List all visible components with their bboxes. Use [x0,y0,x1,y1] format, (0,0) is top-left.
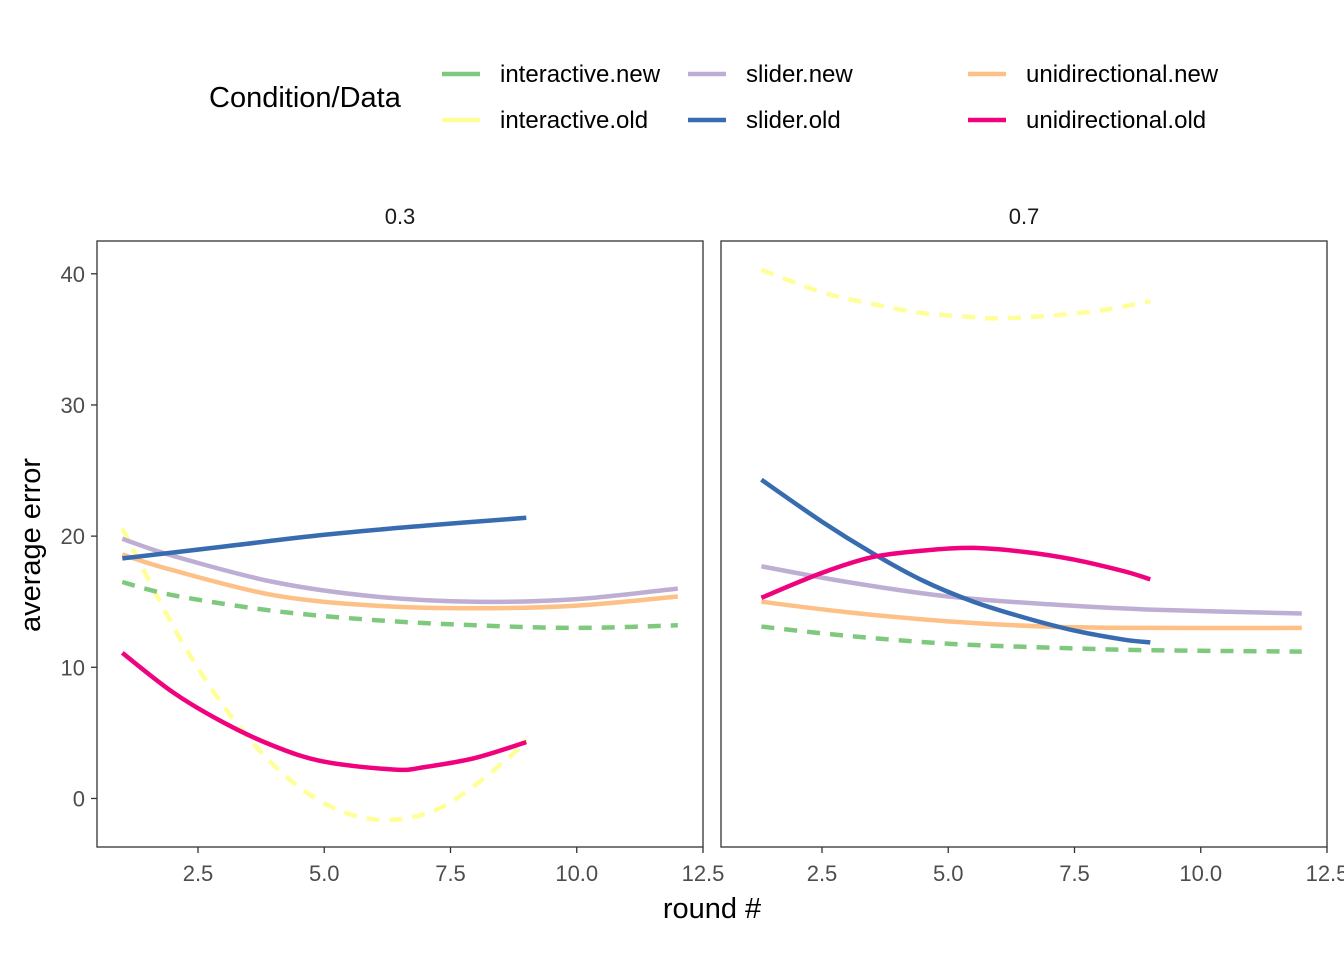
legend-label-slider-old: slider.old [746,107,841,134]
legend-label-unidirectional-old: unidirectional.old [1026,107,1206,134]
y-tick-label: 40 [61,262,85,287]
panel-border [720,240,1328,848]
y-tick-label: 0 [73,786,85,811]
legend-label-slider-new: slider.new [746,61,853,88]
line-unidirectional-old-0-7 [760,545,1151,600]
legend-item-slider-new: slider.new [688,61,853,88]
x-tick-label: 12.5 [682,861,725,886]
line-unidirectional-new-0-7 [761,599,1302,631]
line-slider-old-0-3 [122,515,527,561]
x-tick-label: 5.0 [933,861,964,886]
x-tick-label: 10.0 [555,861,598,886]
panel-border [96,240,704,848]
legend-label-interactive-new: interactive.new [500,61,661,88]
panel-curves [120,515,679,823]
x-tick-label: 2.5 [807,861,838,886]
legend-item-interactive-old: interactive.old [442,107,648,134]
y-tick-label: 20 [61,524,85,549]
x-tick-label: 7.5 [435,861,466,886]
y-tick-label: 30 [61,393,85,418]
x-tick-label: 5.0 [309,861,340,886]
legend-item-slider-old: slider.old [688,107,841,134]
line-interactive-new-0-7 [761,624,1302,654]
x-tick-label: 7.5 [1059,861,1090,886]
legend-label-unidirectional-new: unidirectional.new [1026,61,1219,88]
panel-label: 0.3 [385,204,416,229]
line-interactive-old-0-7 [760,267,1151,321]
line-slider-new-0-3 [121,536,679,605]
legend-item-unidirectional-old: unidirectional.old [968,107,1206,134]
x-tick-label: 2.5 [183,861,214,886]
line-unidirectional-old-0-3 [120,651,527,773]
y-tick-label: 10 [61,655,85,680]
line-slider-new-0-7 [760,564,1302,616]
line-unidirectional-new-0-3 [121,552,678,611]
legend-label-interactive-old: interactive.old [500,107,648,134]
panel-0-7: 0.7 2.5 5.0 7.5 10.0 12.5 [720,204,1344,886]
line-slider-old-0-7 [760,477,1151,645]
legend-item-interactive-new: interactive.new [442,61,661,88]
line-interactive-new-0-3 [121,579,678,631]
panel-label: 0.7 [1009,204,1040,229]
x-tick-label: 12.5 [1306,861,1344,886]
panel-curves [760,267,1302,654]
legend-title: Condition/Data [209,82,402,114]
legend-item-unidirectional-new: unidirectional.new [968,61,1219,88]
panel-0-3: 0.3 2.5 5.0 7.5 10.0 12.5 0 10 20 30 40 [61,204,725,886]
y-axis-title: average error [15,458,47,632]
legend: Condition/Data interactive.new slider.new… [209,61,1219,134]
x-tick-label: 10.0 [1179,861,1222,886]
x-axis-title: round # [663,893,761,925]
